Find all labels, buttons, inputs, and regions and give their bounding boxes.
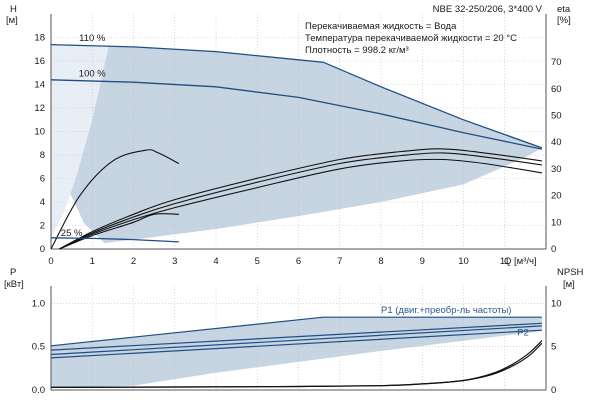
y-left-tick-label: 10 xyxy=(34,127,45,138)
operating-region xyxy=(51,317,542,388)
head-curve-label: 110 % xyxy=(79,33,106,44)
p1-label: P1 (двиг.+преобр-ль частоты) xyxy=(381,305,511,316)
power-curve xyxy=(50,325,542,356)
x-tick-label: 3 xyxy=(172,256,177,267)
y-left-tick-label: 2 xyxy=(40,221,45,232)
y-right-tick-label: 10 xyxy=(551,217,562,228)
y-left-tick-label: 4 xyxy=(40,197,45,208)
y-left-tick-label: 0.5 xyxy=(32,342,45,353)
y-right-tick-label: 30 xyxy=(551,164,562,175)
efficiency-curve xyxy=(50,149,180,250)
npsh-curve xyxy=(50,340,543,388)
head-curve-label: 100 % xyxy=(79,68,106,79)
x-tick-label: 10 xyxy=(458,256,469,267)
y-right-tick-label: 10 xyxy=(551,298,562,309)
efficiency-curve xyxy=(59,152,542,250)
y-right-tick-label: 40 xyxy=(551,137,562,148)
y-right-tick-label: 20 xyxy=(551,191,562,202)
y-right-tick-label: 0 xyxy=(551,385,556,396)
x-tick-label: 1 xyxy=(90,256,95,267)
model-title: NBE 32-250/206, 3*400 V xyxy=(433,4,543,15)
y-left-tick-label: 1.0 xyxy=(32,298,45,309)
efficiency-curve xyxy=(59,158,542,250)
y-right-tick-label: 60 xyxy=(551,84,562,95)
power-npsh-plot: 0.0 0.5 1.0 0 5 10 P1 (двиг.+преобр-ль частоты… xyxy=(32,286,562,396)
top-xlabel: Q [м³/ч] xyxy=(504,256,537,267)
p2-label: P2 xyxy=(517,327,529,338)
x-tick-label: 4 xyxy=(213,256,218,267)
power-curve xyxy=(50,329,542,359)
y-left-tick-label: 12 xyxy=(34,103,45,114)
x-tick-label: 9 xyxy=(420,256,425,267)
bottom-left-ylabel-unit: [кВт] xyxy=(4,279,24,290)
efficiency-curve xyxy=(59,148,542,250)
operating-region xyxy=(51,44,542,244)
power-curve xyxy=(50,322,542,351)
y-left-tick-label: 8 xyxy=(40,150,45,161)
y-left-tick-label: 18 xyxy=(34,33,45,44)
bottom-right-ylabel-npsh: NPSH xyxy=(557,267,584,278)
x-tick-label: 8 xyxy=(378,256,383,267)
y-left-tick-label: 0.0 xyxy=(32,385,45,396)
head-curve xyxy=(50,79,543,150)
info-line-density: Плотность = 998.2 кг/м³ xyxy=(305,45,409,56)
x-tick-label: 0 xyxy=(48,256,53,267)
x-tick-label: 7 xyxy=(337,256,342,267)
top-right-ylabel-eta: eta xyxy=(557,4,571,15)
x-tick-label: 11 xyxy=(500,256,510,267)
x-tick-label: 5 xyxy=(255,256,260,267)
operating-region-light xyxy=(51,44,109,238)
head-curve xyxy=(50,237,179,243)
y-left-tick-label: 16 xyxy=(34,56,45,67)
top-left-ylabel-unit: [м] xyxy=(6,15,18,26)
info-line-temperature: Температура перекачиваемой жидкости = 20… xyxy=(305,33,517,44)
head-curve-label: 25 % xyxy=(61,228,83,239)
y-right-tick-label: 50 xyxy=(551,110,562,121)
x-tick-label: 6 xyxy=(296,256,301,267)
efficiency-curve xyxy=(59,213,179,250)
y-left-tick-label: 0 xyxy=(40,244,45,255)
head-curve xyxy=(50,43,543,149)
head-efficiency-plot: 0 1 2 3 4 5 6 7 8 9 10 1102468101214161801020304050… xyxy=(34,14,562,267)
bottom-right-ylabel-unit: [м] xyxy=(563,279,575,290)
x-tick-label: 2 xyxy=(131,256,136,267)
y-right-tick-label: 5 xyxy=(551,342,556,353)
power-curve xyxy=(50,316,542,347)
y-left-tick-label: 14 xyxy=(34,80,45,91)
top-right-ylabel-unit: [%] xyxy=(557,15,571,26)
bottom-left-ylabel-p: P xyxy=(10,267,16,278)
y-left-tick-label: 6 xyxy=(40,174,45,185)
y-right-tick-label: 70 xyxy=(551,57,562,68)
top-left-ylabel-h: H xyxy=(10,4,17,15)
y-right-tick-label: 0 xyxy=(551,244,556,255)
